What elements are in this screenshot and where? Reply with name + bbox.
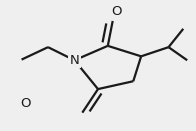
Text: N: N (70, 54, 79, 67)
Text: O: O (20, 97, 31, 110)
Text: O: O (111, 5, 122, 18)
